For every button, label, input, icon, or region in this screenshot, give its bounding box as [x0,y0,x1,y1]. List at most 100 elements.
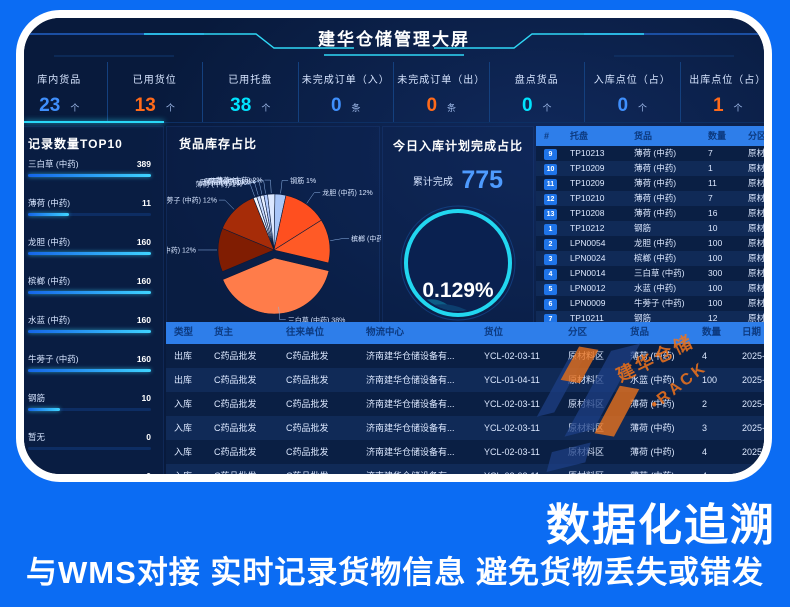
bar-category: 暂无 [28,432,46,442]
inbound-plan-percent: 0.129% [422,279,494,302]
column-header: 分区 [568,327,588,338]
pie-leader-line [306,192,321,204]
record-table-body: 出库 C药品批发 C药品批发 济南建华仓储设备有... YCL-02-03-11 原材料区… [166,344,772,481]
pallet-row: 2 LPN0054 龙胆 (中药) 100 原材料区 [536,236,764,251]
bar-category: 暂无 [28,471,46,481]
bar-category: 三白草 (中药) [28,159,79,169]
table-cell: 300 [708,268,723,278]
table-cell: 16 [708,208,718,218]
table-cell: 6 [536,296,562,311]
table-cell: 薄荷 (中药) [630,471,675,481]
table-cell: C药品批发 [286,447,329,457]
bar-category: 龙胆 (中药) [28,237,71,247]
stat-label: 出库点位（占） [689,75,767,86]
pallet-row: 11 TP10209 薄荷 (中药) 11 原材料区 [536,176,764,191]
stat-unit: 个 [542,103,552,113]
header-decoration-lines [24,33,764,57]
stat-tile-3: 未完成订单（入） 0 条 [299,62,394,122]
column-header: 货品 [630,327,650,338]
table-cell: 3 [536,251,562,266]
table-cell: 入库 [174,399,193,409]
table-cell: YCL-01-04-11 [484,375,540,385]
table-cell: 100 [708,298,723,308]
bar-track [28,213,151,216]
pie-leader-line [218,199,235,210]
column-header: # [544,131,550,141]
table-cell: 原材料区 [568,471,605,481]
pie-leader-line [253,181,263,195]
table-cell: 原材料区 [568,399,605,409]
bar-fill [28,330,151,333]
table-cell: LPN0054 [570,238,606,248]
bar-value: 0 [146,471,151,481]
table-cell: 原材料区 [568,375,605,385]
pallet-row: 13 TP10208 薄荷 (中药) 16 原材料区 [536,206,764,221]
stock-share-title: 货品库存占比 [179,137,258,151]
table-cell: YCL-02-03-11 [484,423,540,433]
records-top10-title: 记录数量TOP10 [28,137,123,151]
column-header: 货位 [484,327,504,338]
table-cell: 原材料区 [748,298,766,308]
pie-label: 槟榔 (中药) 12% [351,234,381,243]
table-cell: 三白草 (中药) [634,268,685,278]
table-cell: 薄荷 (中药) [630,423,675,433]
table-cell: C药品批发 [214,423,257,433]
stat-unit: 个 [733,103,743,113]
stat-tile-7: 出库点位（占） 1 个 [681,62,767,122]
inbound-plan-panel: 今日入库计划完成占比 累计完成 775 0.129% [382,126,534,338]
table-cell: YCL-02-03-11 [484,447,540,457]
dashboard-frame: 建华仓储管理大屏 库内货品 23 个已用货位 13 个已用托盘 38 个未完成订单（入） 0 条… [16,10,772,482]
stat-unit: 个 [70,103,80,113]
table-cell: YCL-02-03-11 [484,399,540,409]
table-cell: 100 [708,238,723,248]
bar-track [28,447,151,450]
table-cell: 2 [536,236,562,251]
stat-label: 盘点货品 [514,75,559,86]
row-index-badge: 5 [544,284,557,295]
record-row: 入库 C药品批发 C药品批发 济南建华仓储设备有... YCL-02-03-11 原材料区… [166,464,764,481]
inbound-plan-total: 累计完成 775 [383,166,533,195]
column-header: 数量 [702,327,722,338]
pallet-row: 6 LPN0009 牛蒡子 (中药) 100 原材料区 [536,296,766,311]
pie-label: 龙胆 (中药) 12% [322,188,373,197]
row-index-badge: 3 [544,254,557,265]
table-cell: LPN0014 [570,268,606,278]
table-cell: 2025-03 [742,351,772,361]
table-cell: YCL-02-03-11 [484,351,540,361]
table-cell: 入库 [174,447,193,457]
table-cell: 原材料区 [748,223,766,233]
table-cell: 2025-03 [742,423,772,433]
pie-leader-line [244,183,255,197]
pie-slice [273,219,331,264]
stat-value: 0 [521,95,533,116]
stat-value: 0 [617,95,629,116]
bar-fill [28,213,69,216]
table-cell: 水蓝 (中药) [630,375,675,385]
pallet-row: 4 LPN0014 三白草 (中药) 300 原材料区 [536,266,764,281]
pie-leader-line [280,180,289,194]
table-cell: C药品批发 [214,471,257,481]
stat-tile-1: 已用货位 13 个 [108,62,203,122]
pie-label: 水蓝 (中药) 12% [167,245,196,254]
record-row: 入库 C药品批发 C药品批发 济南建华仓储设备有... YCL-02-03-11 原材料区… [166,392,764,416]
table-cell: 7 [536,311,562,326]
column-header: 物流中心 [366,327,405,338]
table-cell: 原材料区 [568,351,605,361]
stat-label: 库内货品 [37,75,82,86]
stat-unit: 条 [447,103,457,113]
bar-track [28,291,151,294]
table-cell: 4 [702,471,708,481]
pallet-row: 10 TP10209 薄荷 (中药) 1 原材料区 [536,161,764,176]
pie-label: 薄荷 (中药) 1% [196,180,243,189]
record-table-header: 类型 货主 往来单位 物流中心 货位 分区 货品 数量 日期 [166,322,764,344]
bar-row: 牛蒡子 (中药) 160 [24,347,163,386]
table-cell: 钢筋 [634,223,652,233]
bar-value: 160 [136,276,151,286]
bar-track [28,252,151,255]
table-cell: LPN0009 [570,298,606,308]
pallet-row: 12 TP10210 薄荷 (中药) 7 原材料区 [536,191,764,206]
column-header: 数量 [708,131,727,141]
stat-value: 13 [134,95,156,116]
table-cell: 济南建华仓储设备有... [366,375,455,385]
